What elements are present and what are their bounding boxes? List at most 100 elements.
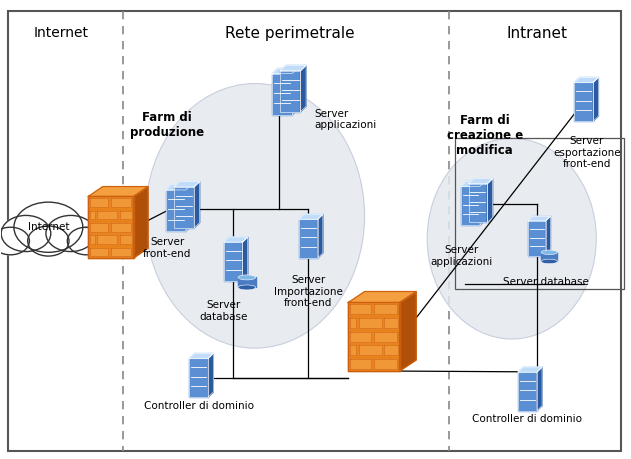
Polygon shape xyxy=(134,186,148,258)
Text: Farm di
creazione e
modifica: Farm di creazione e modifica xyxy=(447,114,523,157)
Text: Server
database: Server database xyxy=(199,300,248,322)
Text: Internet: Internet xyxy=(28,222,69,232)
Polygon shape xyxy=(90,211,95,219)
Polygon shape xyxy=(528,221,546,257)
Ellipse shape xyxy=(541,259,557,264)
Polygon shape xyxy=(280,65,306,71)
Circle shape xyxy=(1,215,50,252)
Polygon shape xyxy=(537,367,542,411)
Circle shape xyxy=(46,215,95,252)
Ellipse shape xyxy=(427,138,596,339)
Polygon shape xyxy=(469,184,487,223)
Polygon shape xyxy=(350,318,356,328)
Polygon shape xyxy=(90,223,109,231)
Polygon shape xyxy=(166,190,186,231)
Polygon shape xyxy=(223,242,242,281)
Polygon shape xyxy=(518,367,542,372)
Polygon shape xyxy=(574,82,593,121)
Text: Controller di dominio: Controller di dominio xyxy=(144,401,254,411)
Polygon shape xyxy=(518,372,537,411)
Text: Intranet: Intranet xyxy=(506,26,567,41)
Polygon shape xyxy=(194,182,199,228)
Polygon shape xyxy=(374,359,397,369)
Polygon shape xyxy=(242,237,248,281)
Ellipse shape xyxy=(145,84,365,348)
Polygon shape xyxy=(480,181,485,225)
Text: Controller di dominio: Controller di dominio xyxy=(473,414,582,424)
Polygon shape xyxy=(88,196,134,258)
Polygon shape xyxy=(133,223,134,231)
Polygon shape xyxy=(223,237,248,242)
Polygon shape xyxy=(358,345,382,355)
Polygon shape xyxy=(487,179,493,223)
Polygon shape xyxy=(120,211,133,219)
Ellipse shape xyxy=(541,250,557,255)
Text: Server database: Server database xyxy=(504,277,589,287)
Polygon shape xyxy=(384,345,398,355)
Text: Rete perimetrale: Rete perimetrale xyxy=(225,26,354,41)
Polygon shape xyxy=(133,247,134,256)
Polygon shape xyxy=(90,247,109,256)
FancyBboxPatch shape xyxy=(8,11,622,451)
Polygon shape xyxy=(111,247,131,256)
Text: Server
esportazione
front-end: Server esportazione front-end xyxy=(553,136,621,169)
Polygon shape xyxy=(133,198,134,207)
Circle shape xyxy=(0,227,30,255)
Polygon shape xyxy=(374,304,397,314)
Polygon shape xyxy=(189,358,208,397)
Polygon shape xyxy=(90,198,109,207)
Polygon shape xyxy=(461,186,480,225)
Text: Server
applicazioni: Server applicazioni xyxy=(430,246,493,267)
Polygon shape xyxy=(208,353,213,397)
Polygon shape xyxy=(88,186,148,196)
Ellipse shape xyxy=(238,285,256,290)
Polygon shape xyxy=(317,214,323,258)
Polygon shape xyxy=(574,77,598,82)
Polygon shape xyxy=(350,345,356,355)
Polygon shape xyxy=(272,68,298,73)
Polygon shape xyxy=(541,252,557,262)
Polygon shape xyxy=(399,291,416,371)
Polygon shape xyxy=(166,185,191,190)
Polygon shape xyxy=(350,359,372,369)
Polygon shape xyxy=(174,187,194,228)
Polygon shape xyxy=(97,211,117,219)
Polygon shape xyxy=(348,302,399,371)
Text: Server
Importazione
front-end: Server Importazione front-end xyxy=(274,275,343,308)
Circle shape xyxy=(28,226,69,256)
Polygon shape xyxy=(398,304,399,314)
Polygon shape xyxy=(358,318,382,328)
Polygon shape xyxy=(593,77,598,121)
Polygon shape xyxy=(292,68,298,115)
Text: Farm di
produzione: Farm di produzione xyxy=(130,111,204,139)
Polygon shape xyxy=(299,219,317,258)
Polygon shape xyxy=(546,216,550,257)
Polygon shape xyxy=(350,332,372,342)
Polygon shape xyxy=(374,332,397,342)
Text: Server
front-end: Server front-end xyxy=(143,237,192,258)
Text: Server
applicazioni: Server applicazioni xyxy=(314,109,377,130)
Polygon shape xyxy=(272,73,292,115)
Polygon shape xyxy=(461,181,485,186)
Circle shape xyxy=(14,202,83,252)
Polygon shape xyxy=(111,198,131,207)
Polygon shape xyxy=(398,359,399,369)
Polygon shape xyxy=(280,71,300,112)
Ellipse shape xyxy=(238,275,256,280)
Polygon shape xyxy=(300,65,306,112)
Polygon shape xyxy=(528,216,550,221)
Polygon shape xyxy=(398,332,399,342)
Polygon shape xyxy=(189,353,213,358)
Polygon shape xyxy=(111,223,131,231)
Polygon shape xyxy=(384,318,398,328)
Polygon shape xyxy=(469,179,493,184)
Polygon shape xyxy=(186,185,191,231)
Polygon shape xyxy=(174,182,199,187)
Polygon shape xyxy=(299,214,323,219)
Circle shape xyxy=(68,227,105,255)
Polygon shape xyxy=(90,235,95,244)
Text: Internet: Internet xyxy=(33,26,88,40)
Polygon shape xyxy=(97,235,117,244)
Polygon shape xyxy=(348,291,416,302)
Polygon shape xyxy=(238,277,256,287)
